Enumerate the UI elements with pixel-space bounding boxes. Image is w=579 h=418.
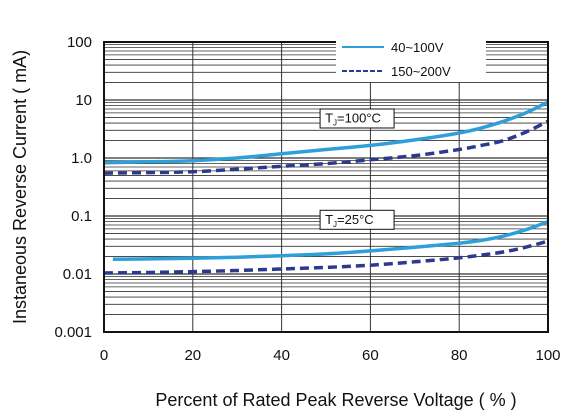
x-tick-label: 40 — [273, 347, 290, 364]
annotation-label: TJ=100°C — [325, 110, 381, 127]
annotation-main: T — [325, 212, 333, 227]
y-tick-label: 0.1 — [71, 208, 92, 225]
y-tick-label: 10 — [75, 92, 92, 109]
annotation-rest: =100°C — [337, 110, 381, 125]
annotation-tj-100c: TJ=100°C — [319, 108, 395, 129]
x-tick-labels: 0 20 40 60 80 100 — [100, 347, 561, 364]
y-axis-label: Instaneous Reverse Current ( mA) — [10, 50, 30, 324]
annotation-main: T — [325, 110, 333, 125]
legend-label-150-200v: 150~200V — [391, 64, 451, 79]
legend-box — [336, 34, 486, 82]
legend: 40~100V 150~200V — [336, 34, 486, 82]
x-tick-label: 0 — [100, 347, 108, 364]
annotation-box — [319, 209, 395, 230]
y-tick-labels: 100 10 1.0 0.1 0.01 0.001 — [54, 34, 92, 341]
series-line-solid — [112, 219, 549, 261]
series-lines — [103, 100, 549, 275]
annotation-label: TJ=25°C — [325, 212, 374, 229]
y-tick-label: 0.001 — [54, 324, 92, 341]
x-tick-label: 60 — [362, 347, 379, 364]
annotation-box — [319, 108, 395, 129]
y-tick-label: 1.0 — [71, 150, 92, 167]
series-line-dashed — [103, 119, 549, 175]
x-tick-label: 80 — [451, 347, 468, 364]
plot-frame — [103, 41, 549, 333]
y-tick-label: 0.01 — [63, 266, 92, 283]
series-line-solid — [103, 100, 549, 165]
annotation-sub: J — [333, 220, 337, 229]
grid — [104, 42, 548, 333]
annotation-tj-25c: TJ=25°C — [319, 209, 395, 230]
series-line-dashed — [103, 239, 549, 275]
legend-label-40-100v: 40~100V — [391, 40, 444, 55]
x-axis-label: Percent of Rated Peak Reverse Voltage ( … — [155, 390, 516, 410]
y-tick-label: 100 — [67, 34, 92, 51]
x-tick-label: 100 — [535, 347, 560, 364]
x-tick-label: 20 — [184, 347, 201, 364]
annotation-rest: =25°C — [337, 212, 374, 227]
annotation-sub: J — [333, 118, 337, 127]
